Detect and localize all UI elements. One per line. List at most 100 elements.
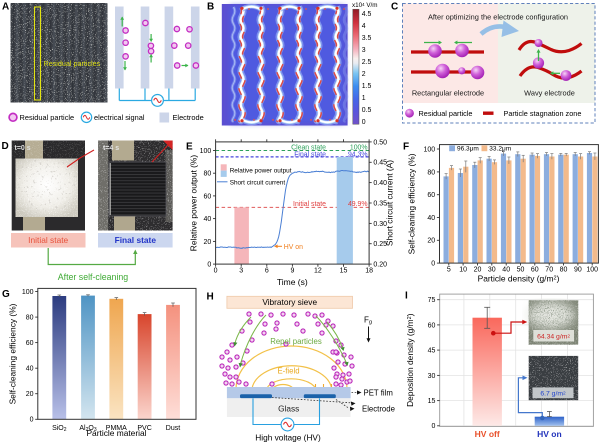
svg-text:0.30: 0.30 (373, 221, 387, 228)
svg-text:Fg: Fg (364, 316, 372, 326)
svg-text:20: 20 (474, 267, 482, 274)
svg-text:40: 40 (427, 215, 435, 222)
svg-text:Glass: Glass (278, 404, 299, 414)
svg-text:t=4 s: t=4 s (103, 145, 119, 152)
svg-text:100: 100 (424, 146, 436, 153)
svg-text:x104 V/m: x104 V/m (352, 2, 378, 9)
svg-text:Deposition density (g/m2): Deposition density (g/m2) (405, 313, 415, 407)
svg-text:Wavy electrode: Wavy electrode (524, 89, 575, 98)
svg-text:Final state: Final state (115, 235, 157, 245)
svg-text:60: 60 (204, 193, 212, 200)
svg-text:4: 4 (362, 23, 366, 30)
svg-text:0: 0 (214, 268, 218, 275)
svg-text:30: 30 (488, 267, 496, 274)
svg-text:100%: 100% (350, 144, 368, 151)
svg-text:Final state: Final state (294, 151, 326, 158)
svg-text:80: 80 (26, 315, 34, 322)
svg-text:2.5: 2.5 (362, 59, 372, 66)
svg-text:90: 90 (574, 267, 582, 274)
svg-text:40: 40 (26, 366, 34, 373)
svg-text:60: 60 (26, 340, 34, 347)
svg-text:64.34 g/m2: 64.34 g/m2 (537, 333, 570, 341)
svg-text:60: 60 (428, 322, 436, 329)
svg-text:20: 20 (427, 238, 435, 245)
svg-text:75: 75 (428, 297, 436, 304)
svg-text:After optimizing the electrode: After optimizing the electrode configura… (428, 13, 568, 22)
svg-text:I: I (405, 291, 408, 302)
svg-text:20: 20 (204, 239, 212, 246)
svg-text:3.5: 3.5 (362, 35, 372, 42)
svg-text:Residual particles: Residual particles (44, 59, 101, 68)
svg-text:E-field: E-field (277, 367, 299, 376)
svg-text:2: 2 (362, 71, 366, 78)
svg-text:1.5: 1.5 (362, 83, 372, 90)
svg-text:D: D (2, 141, 9, 152)
svg-text:Relative power output: Relative power output (230, 168, 292, 175)
svg-text:PMMA: PMMA (106, 425, 127, 432)
svg-text:30: 30 (428, 373, 436, 380)
svg-text:45: 45 (428, 348, 436, 355)
svg-text:HV off: HV off (475, 429, 500, 439)
svg-text:0: 0 (30, 417, 34, 424)
svg-text:Repel particles: Repel particles (270, 337, 322, 346)
svg-text:B: B (207, 2, 214, 13)
svg-text:SiO2: SiO2 (52, 425, 67, 433)
svg-text:80: 80 (204, 171, 212, 178)
svg-text:H: H (207, 292, 214, 303)
svg-text:15: 15 (428, 398, 436, 405)
svg-text:80: 80 (560, 267, 568, 274)
svg-text:Residual particle: Residual particle (419, 109, 473, 118)
svg-text:HV on: HV on (284, 244, 303, 251)
svg-text:Time (s): Time (s) (277, 277, 308, 287)
svg-text:0.20: 0.20 (373, 262, 387, 269)
svg-text:Relative power output (%): Relative power output (%) (189, 155, 199, 252)
svg-text:PVC: PVC (137, 425, 151, 432)
svg-text:40: 40 (502, 267, 510, 274)
svg-text:1: 1 (362, 95, 366, 102)
svg-text:Self-cleaning efficiency (%): Self-cleaning efficiency (%) (407, 153, 417, 254)
svg-text:4.5: 4.5 (362, 11, 372, 18)
svg-text:Initial state: Initial state (28, 235, 68, 245)
svg-text:20: 20 (26, 391, 34, 398)
svg-text:0.5: 0.5 (362, 107, 372, 114)
svg-text:0.50: 0.50 (373, 139, 387, 146)
svg-text:0.40: 0.40 (373, 180, 387, 187)
svg-text:94.3%: 94.3% (348, 151, 368, 158)
svg-text:Electrode: Electrode (362, 404, 395, 413)
svg-text:100: 100 (22, 289, 34, 296)
svg-text:0: 0 (431, 261, 435, 268)
svg-text:HV on: HV on (537, 429, 562, 439)
svg-text:18: 18 (365, 268, 373, 275)
svg-text:12: 12 (314, 268, 322, 275)
svg-text:electrical signal: electrical signal (94, 113, 145, 122)
svg-text:15: 15 (340, 268, 348, 275)
svg-text:A: A (2, 2, 9, 13)
svg-text:40: 40 (204, 216, 212, 223)
svg-text:0: 0 (431, 423, 435, 430)
svg-text:100: 100 (200, 148, 212, 155)
svg-text:PET film: PET film (364, 388, 393, 397)
svg-text:60: 60 (531, 267, 539, 274)
svg-text:70: 70 (545, 267, 553, 274)
svg-text:0.35: 0.35 (373, 200, 387, 207)
svg-text:Particle material: Particle material (86, 428, 146, 438)
svg-text:0.25: 0.25 (373, 241, 387, 248)
svg-text:C: C (391, 2, 398, 13)
svg-text:6: 6 (265, 268, 269, 275)
svg-text:0.45: 0.45 (373, 160, 387, 167)
svg-text:49.9%: 49.9% (348, 201, 368, 208)
svg-text:Rectangular electrode: Rectangular electrode (412, 89, 484, 98)
svg-text:E: E (186, 142, 193, 153)
svg-text:5: 5 (447, 267, 451, 274)
svg-text:Vibratory sieve: Vibratory sieve (262, 297, 317, 307)
svg-text:Short circuit current: Short circuit current (230, 179, 286, 186)
svg-text:High voltage (HV): High voltage (HV) (255, 433, 321, 443)
svg-text:Initial state: Initial state (293, 201, 326, 208)
svg-text:0: 0 (362, 119, 366, 126)
svg-text:10: 10 (459, 267, 467, 274)
svg-text:6.7 g/m2: 6.7 g/m2 (540, 390, 566, 398)
svg-text:Short circuit current (A): Short circuit current (A) (385, 160, 395, 246)
svg-text:F: F (403, 142, 409, 153)
svg-text:Self-cleaning efficiency (%): Self-cleaning efficiency (%) (8, 303, 18, 404)
svg-text:After self-cleaning: After self-cleaning (58, 272, 129, 282)
